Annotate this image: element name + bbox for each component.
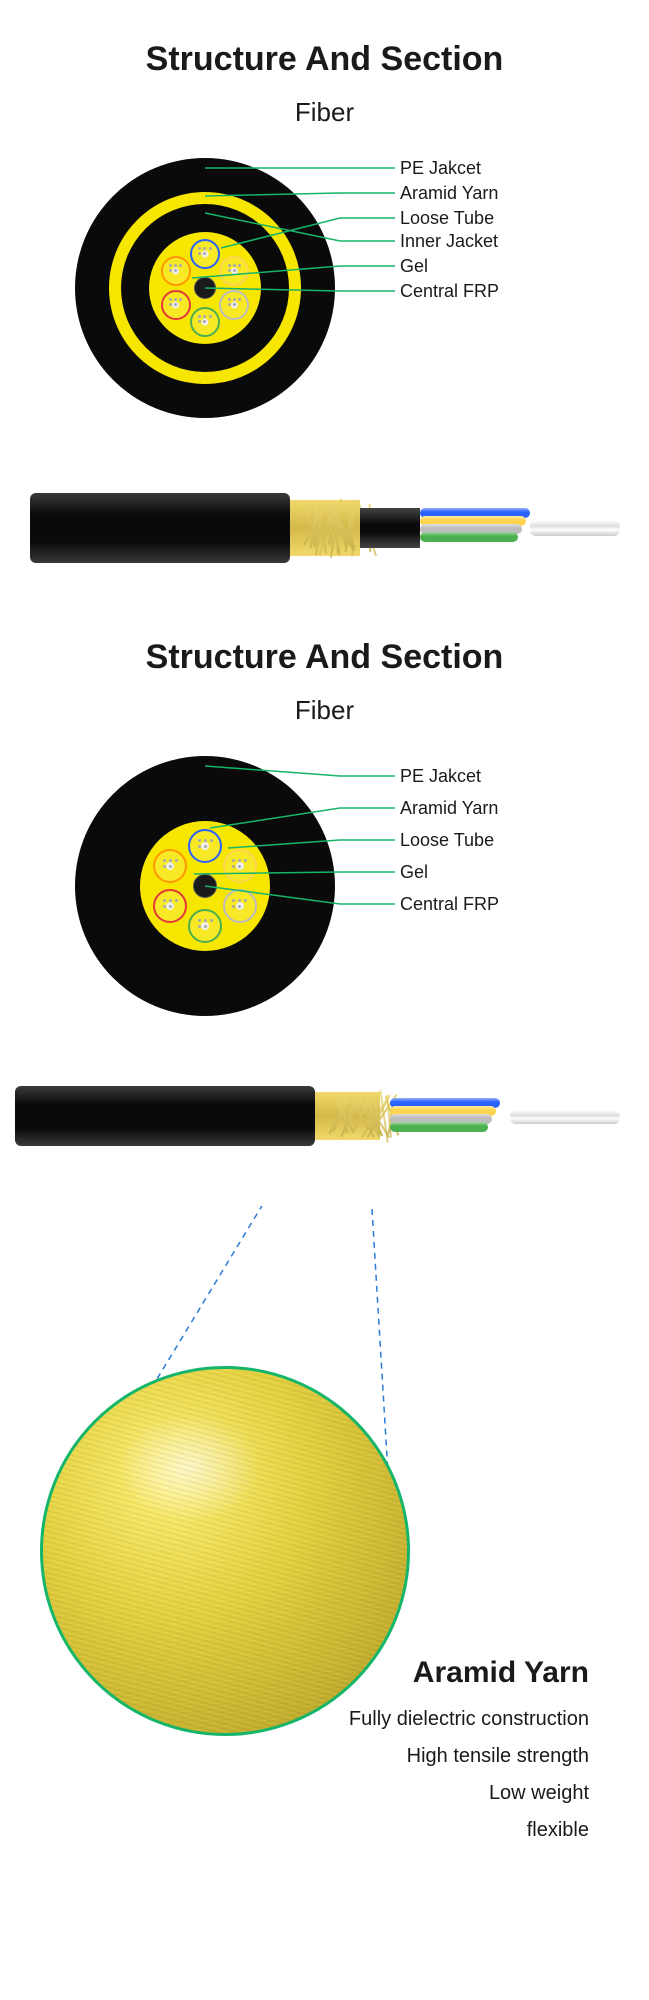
feature-title: Aramid Yarn — [349, 1656, 589, 1690]
section1-subtitle: Fiber — [0, 97, 649, 128]
label-central-frp: Central FRP — [400, 281, 499, 302]
sv1-frp — [530, 520, 620, 536]
section1-title: Structure And Section — [0, 40, 649, 79]
section2-subtitle: Fiber — [0, 695, 649, 726]
leaders-2 — [0, 736, 649, 1036]
feature-line-1: Fully dielectric construction — [349, 1708, 589, 1731]
feature-block: Aramid Yarn Fully dielectric constructio… — [349, 1656, 589, 1856]
sv1-outer-jacket — [30, 493, 290, 563]
specular-highlight — [116, 1413, 262, 1522]
leaders-1 — [0, 138, 649, 438]
sv2-outer-jacket — [15, 1086, 315, 1146]
label-aramid-yarn: Aramid Yarn — [400, 183, 498, 204]
feature-line-2: High tensile strength — [349, 1745, 589, 1768]
sv2-tubes — [390, 1098, 520, 1134]
cross-section-1: PE Jakcet Aramid Yarn Loose Tube Inner J… — [0, 138, 649, 438]
label-loose-tube: Loose Tube — [400, 208, 494, 229]
feature-line-3: Low weight — [349, 1782, 589, 1805]
label2-pe-jacket: PE Jakcet — [400, 766, 481, 787]
sv1-tubes — [420, 508, 540, 548]
section-structure-1: Structure And Section Fiber PE Jakcet Ar… — [0, 0, 649, 598]
label2-loose-tube: Loose Tube — [400, 830, 494, 851]
label2-central-frp: Central FRP — [400, 894, 499, 915]
side-view-1 — [0, 458, 649, 598]
section-structure-2: Structure And Section Fiber PE Jakcet Ar… — [0, 628, 649, 1846]
sv2-frp — [510, 1110, 620, 1124]
section2-title: Structure And Section — [0, 638, 649, 677]
label-gel: Gel — [400, 256, 428, 277]
sv-tube — [390, 1122, 488, 1132]
feature-line-4: flexible — [349, 1819, 589, 1842]
cross-section-2: PE Jakcet Aramid Yarn Loose Tube Gel Cen… — [0, 736, 649, 1036]
zoom-detail: Aramid Yarn Fully dielectric constructio… — [0, 1206, 649, 1846]
label2-aramid-yarn: Aramid Yarn — [400, 798, 498, 819]
label-pe-jacket: PE Jakcet — [400, 158, 481, 179]
label2-gel: Gel — [400, 862, 428, 883]
label-inner-jacket: Inner Jacket — [400, 231, 498, 252]
sv-tube — [420, 532, 518, 542]
sv1-inner-jacket — [360, 508, 420, 548]
side-view-2 — [0, 1056, 649, 1176]
